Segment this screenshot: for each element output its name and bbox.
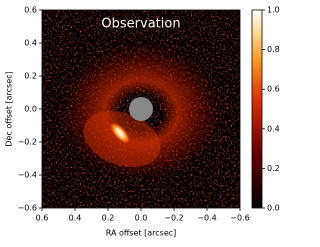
y-tick-label: −0.2: [18, 138, 37, 147]
x-tick-label: −0.2: [164, 214, 183, 223]
y-axis-label: Dec offset [arcsec]: [5, 71, 14, 146]
x-tick-label: −0.6: [230, 214, 249, 223]
y-tick-label: 0.6: [24, 6, 37, 15]
image: [42, 10, 240, 208]
y-tick-label: −0.6: [18, 204, 37, 213]
x-axis-label: RA offset [arcsec]: [106, 229, 177, 238]
colorbar-tick-label: 0.6: [267, 85, 280, 94]
chart: Observation RA offset [arcsec] Dec offse…: [5, 6, 280, 238]
x-tick-label: 0.2: [102, 214, 115, 223]
y-tick-label: 0.4: [24, 39, 37, 48]
colorbar: [251, 9, 263, 209]
colorbar-tick-label: 0.0: [267, 204, 280, 213]
colorbar-tick-label: 1.0: [267, 6, 280, 15]
colorbar-tick-label: 0.4: [267, 124, 280, 133]
x-tick-label: 0.0: [135, 214, 148, 223]
y-tick-label: −0.4: [18, 171, 37, 180]
y-tick-label: 0.2: [24, 72, 37, 81]
colorbar-tick-label: 0.2: [267, 164, 280, 173]
x-tick-label: 0.6: [36, 214, 49, 223]
y-tick-label: 0.0: [24, 105, 37, 114]
colorbar-tick-label: 0.8: [267, 45, 280, 54]
chart-title: Observation: [101, 17, 180, 32]
x-tick-label: 0.4: [69, 214, 82, 223]
x-tick-label: −0.4: [197, 214, 216, 223]
star-mask: [129, 97, 153, 121]
